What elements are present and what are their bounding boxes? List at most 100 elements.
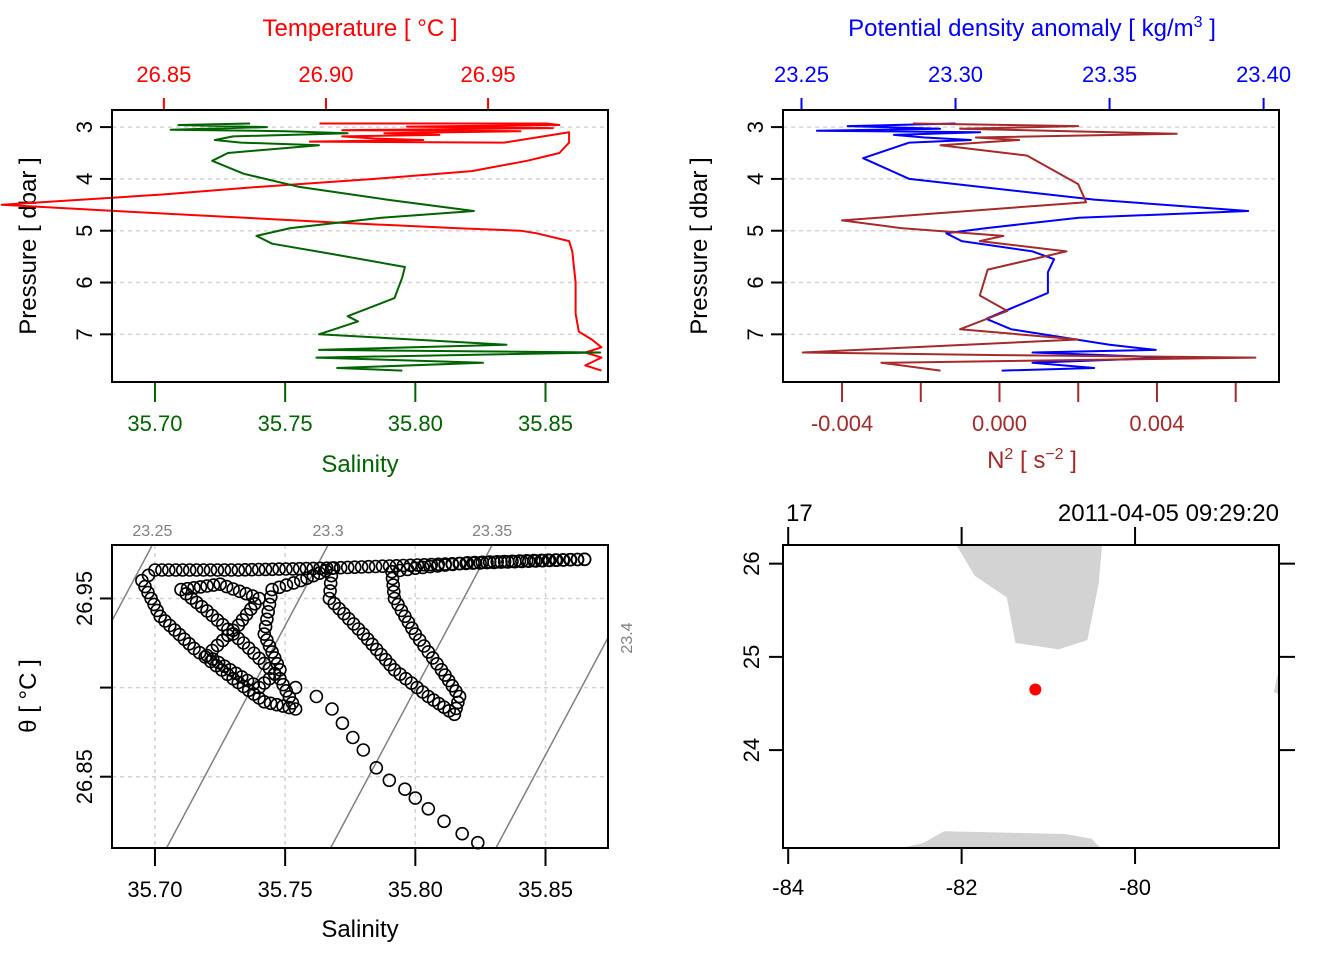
data-point (279, 562, 293, 576)
x-tick-label: 35.75 (258, 877, 313, 902)
x-tick-label: 35.80 (388, 877, 443, 902)
data-point (272, 562, 286, 576)
data-point (193, 580, 208, 594)
data-point (245, 562, 259, 577)
bottom-tick-label: 35.85 (518, 411, 573, 436)
data-point (158, 614, 172, 628)
data-point (577, 552, 592, 567)
isopycnal-label: 23.35 (472, 523, 512, 540)
x-tick-label: -80 (1119, 875, 1151, 900)
data-point (460, 555, 475, 570)
data-point (340, 560, 355, 575)
pressure-axis-title: Pressure [ dbar ] (15, 157, 42, 334)
data-point (475, 555, 490, 570)
top-tick-label: 23.25 (774, 62, 829, 87)
data-point (175, 563, 190, 577)
land-polygon (956, 545, 1103, 650)
data-point (200, 579, 214, 593)
data-point (570, 552, 585, 567)
data-point (455, 826, 470, 841)
y-tick-label: 24 (739, 738, 764, 762)
data-point (417, 557, 432, 572)
isopycnal-label: 23.4 (619, 622, 636, 653)
top-tick-label: 26.90 (298, 62, 353, 87)
top-tick-label: 23.35 (1082, 62, 1137, 87)
data-point (423, 559, 438, 574)
y-tick-label: 26.85 (72, 749, 97, 804)
y-tick-label: 3 (72, 121, 97, 133)
data-point (153, 609, 167, 624)
data-point (345, 730, 360, 745)
data-point (293, 573, 308, 588)
data-point (299, 561, 314, 576)
y-tick-label: 6 (743, 276, 768, 288)
data-point (177, 632, 192, 647)
top-tick-label: 23.40 (1236, 62, 1291, 87)
data-point (286, 576, 301, 590)
data-point (382, 773, 397, 788)
data-point (226, 582, 240, 596)
data-point (285, 562, 300, 576)
data-point (430, 559, 445, 573)
data-point (162, 563, 176, 577)
data-point (392, 563, 407, 578)
data-point (482, 555, 497, 569)
bottom-tick-label: 0.004 (1129, 411, 1184, 436)
density-axis-title: Potential density anomaly [ kg/m3 ] (848, 14, 1216, 42)
data-point (354, 560, 369, 574)
land-polygon (1273, 675, 1279, 695)
data-point (182, 636, 196, 651)
data-point (337, 606, 351, 621)
data-point (182, 563, 197, 577)
data-point (385, 564, 399, 579)
data-point (453, 556, 467, 571)
data-point (470, 835, 485, 850)
data-point (203, 563, 218, 577)
data-point (265, 582, 279, 597)
data-point (251, 562, 266, 577)
data-point (541, 553, 556, 568)
series-line-temperature (0, 122, 603, 372)
data-point (265, 562, 280, 577)
panel-ts-profile: Temperature [ °C ] Salinity Pressure [ d… (0, 15, 609, 478)
x-tick-label: 35.85 (518, 877, 573, 902)
data-point (217, 563, 232, 577)
data-point (327, 596, 342, 611)
data-point (174, 582, 188, 597)
map-frame (782, 544, 1280, 849)
data-point (206, 578, 221, 592)
data-point (527, 553, 541, 568)
data-point (347, 560, 362, 575)
data-point (258, 619, 273, 634)
x-tick-label: -82 (946, 875, 978, 900)
data-point (263, 590, 278, 604)
y-tick-label: 5 (743, 225, 768, 237)
land-polygon (900, 831, 1101, 848)
data-point (408, 791, 423, 805)
data-point (325, 702, 339, 716)
data-point (306, 568, 321, 583)
data-point (374, 647, 388, 662)
data-point (369, 760, 384, 775)
series-line-potential-density-anomaly (815, 122, 1250, 372)
data-point (180, 581, 195, 596)
data-point (534, 553, 549, 568)
y-tick-label: 6 (72, 276, 97, 288)
data-point (210, 563, 225, 577)
data-point (421, 801, 436, 816)
data-point (257, 694, 272, 709)
y-tick-label: 26 (739, 551, 764, 575)
data-point (261, 604, 276, 619)
data-point (346, 617, 361, 631)
data-point (265, 645, 279, 659)
n2-axis-title: N2 [ s−2 ] (987, 446, 1077, 474)
data-point (490, 554, 505, 569)
data-point (400, 562, 415, 577)
isopycnal-line (495, 637, 609, 849)
data-point (238, 562, 252, 577)
data-point (505, 554, 519, 569)
bottom-tick-label: 35.70 (127, 411, 182, 436)
data-point (224, 563, 239, 577)
top-tick-label: 23.30 (928, 62, 983, 87)
